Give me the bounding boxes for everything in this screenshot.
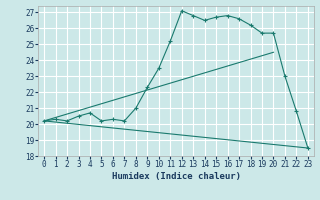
X-axis label: Humidex (Indice chaleur): Humidex (Indice chaleur) (111, 172, 241, 181)
